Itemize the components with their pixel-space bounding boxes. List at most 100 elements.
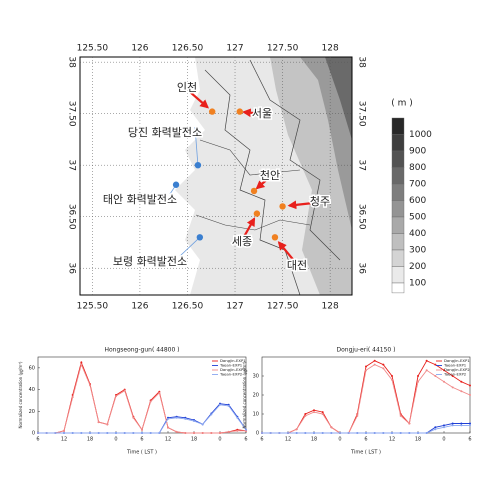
point: [417, 380, 419, 383]
place-marker: [271, 234, 279, 241]
colorbar-label: 1000: [409, 130, 432, 140]
y-tick-label: 36.50: [357, 204, 367, 230]
point: [356, 432, 359, 434]
legend-label: Dangjin-EXP1: [444, 358, 470, 363]
point: [37, 432, 39, 434]
point: [373, 432, 376, 434]
point: [469, 394, 471, 396]
place-label: 태안 화력발전소: [103, 193, 177, 206]
point: [399, 414, 402, 417]
point: [89, 432, 91, 434]
point: [373, 359, 376, 362]
legend-label: Dangjin-EXP2: [220, 367, 246, 372]
x-tick-label: 6: [140, 437, 143, 443]
x-tick-label: 12: [389, 437, 395, 443]
x-axis-label: Time ( LST ): [350, 450, 381, 456]
point: [295, 432, 298, 434]
point: [80, 432, 83, 434]
place-label: 인천: [177, 80, 197, 94]
point: [347, 432, 350, 434]
point: [167, 417, 169, 420]
point: [115, 432, 117, 434]
point: [236, 416, 239, 419]
point: [71, 432, 74, 434]
place-label: 보령 화력발전소: [113, 255, 187, 268]
y-tick-label: 0: [32, 431, 35, 437]
colorbar-label: 700: [409, 180, 426, 190]
point: [434, 375, 437, 377]
point: [210, 413, 213, 416]
x-tick-label: 127: [226, 44, 243, 54]
x-tick-label: 126: [131, 44, 148, 54]
point: [149, 400, 152, 403]
x-tick-label: 6: [260, 437, 263, 443]
point: [132, 432, 135, 434]
point: [330, 432, 333, 434]
point: [313, 409, 315, 412]
colorbar-box: [391, 150, 405, 168]
point: [460, 380, 463, 383]
point: [295, 428, 298, 431]
colorbar-label: 200: [409, 262, 426, 272]
place-marker: [196, 234, 204, 241]
point: [425, 369, 428, 372]
point: [149, 432, 152, 434]
x-tick-label: 18: [87, 437, 93, 443]
place-marker: [279, 203, 286, 210]
terrain: [80, 57, 352, 295]
colorbar-box: [391, 249, 405, 267]
colorbar-box: [391, 266, 405, 284]
colorbar-label: 900: [409, 147, 426, 157]
point: [304, 414, 307, 417]
point: [443, 424, 445, 427]
x-tick-label: 127.50: [267, 44, 299, 54]
y-tick-label: 38: [357, 56, 367, 68]
chart-title: Dongju-eri( 44150 ): [337, 347, 396, 354]
point: [443, 426, 445, 429]
point: [304, 413, 307, 415]
x-tick-label: 0: [442, 437, 445, 443]
y-tick-label: 20: [253, 393, 259, 399]
colorbar-title: ( m ): [391, 99, 413, 109]
point: [201, 423, 204, 426]
point: [451, 386, 454, 389]
colorbar-box: [391, 200, 405, 218]
point: [219, 432, 221, 434]
legend-label: Dangjin-EXP2: [444, 367, 470, 372]
x-tick-label: 128: [322, 302, 339, 312]
colorbar-box: [391, 167, 405, 185]
arrow: [255, 178, 269, 190]
place-label: 대전: [287, 259, 307, 272]
point: [132, 416, 135, 419]
y-tick-label: 30: [253, 374, 259, 380]
x-tick-label: 6: [36, 437, 39, 443]
y-tick-label: 37: [357, 159, 367, 170]
place-label: 천안: [260, 168, 280, 182]
point: [201, 432, 204, 434]
legend-label: Taean-EXP2: [443, 372, 467, 377]
point: [451, 375, 454, 377]
point: [356, 414, 359, 417]
y-tick-label: 60: [29, 365, 35, 371]
point: [460, 424, 463, 427]
point: [210, 432, 213, 434]
point: [106, 432, 109, 434]
point: [80, 361, 83, 364]
leader-line: [179, 237, 201, 257]
place-label: 청주: [310, 195, 330, 208]
point: [45, 432, 48, 434]
point: [287, 432, 289, 434]
x-tick-label: 12: [61, 437, 67, 443]
y-axis-label: Normalized concentration (㎍/m³): [242, 361, 247, 428]
x-tick-label: 127: [226, 302, 243, 312]
colorbar-box: [391, 233, 405, 251]
point: [417, 375, 419, 377]
point: [382, 432, 385, 434]
x-axis-label: Time ( LST ): [126, 450, 157, 456]
point: [382, 363, 385, 366]
x-tick-label: 6: [364, 437, 367, 443]
colorbar-box: [391, 216, 405, 234]
point: [167, 426, 169, 429]
place-marker: [250, 187, 258, 195]
point: [443, 369, 445, 372]
